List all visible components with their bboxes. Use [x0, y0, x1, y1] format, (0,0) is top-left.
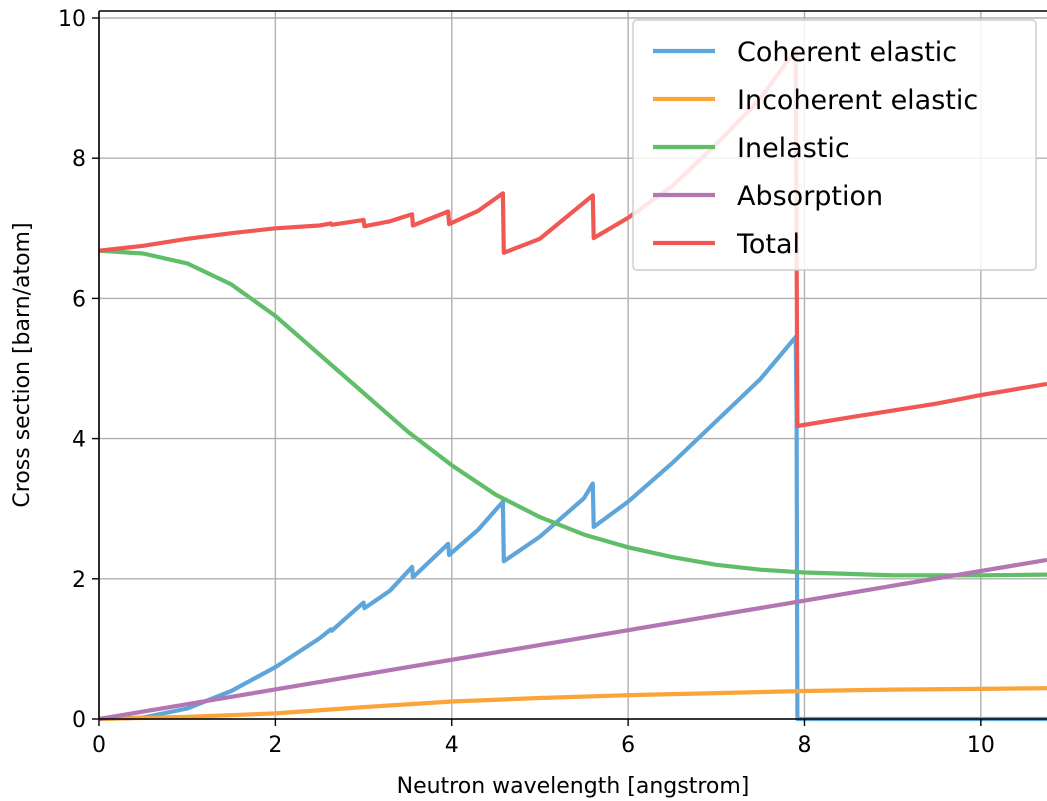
x-tick-label: 4 [445, 733, 459, 758]
series-line-0 [98, 334, 1047, 722]
y-tick-label: 10 [58, 7, 86, 32]
legend: Coherent elastic Incoherent elastic Inelas… [632, 19, 1037, 271]
series-line-1 [98, 686, 1047, 722]
series-line-4 [98, 47, 1047, 429]
series-lines [98, 47, 1047, 722]
x-axis-label: Neutron wavelength [angstrom] [397, 774, 750, 799]
x-tick-label: 8 [797, 733, 811, 758]
legend-label-3: Absorption [737, 181, 883, 212]
legend-box [632, 19, 1037, 271]
y-axis-label: Cross section [barn/atom] [10, 222, 35, 507]
legend-label-1: Incoherent elastic [737, 85, 978, 116]
ticks: 0 2 4 6 8 10 0 2 4 6 8 10 [58, 7, 995, 758]
x-tick-label: 2 [268, 733, 282, 758]
x-tick-label: 6 [621, 733, 635, 758]
x-tick-label: 10 [967, 733, 995, 758]
series-line-3 [98, 557, 1047, 722]
y-tick-label: 4 [72, 428, 86, 453]
legend-label-0: Coherent elastic [737, 37, 957, 68]
y-tick-label: 2 [72, 568, 86, 593]
y-tick-label: 8 [72, 147, 86, 172]
axes [98, 10, 1047, 720]
series-line-2 [98, 248, 1047, 578]
legend-label-4: Total [736, 229, 800, 260]
x-tick-label: 0 [92, 733, 106, 758]
y-tick-label: 0 [72, 708, 86, 733]
legend-label-2: Inelastic [737, 133, 850, 164]
y-tick-label: 6 [72, 287, 86, 312]
